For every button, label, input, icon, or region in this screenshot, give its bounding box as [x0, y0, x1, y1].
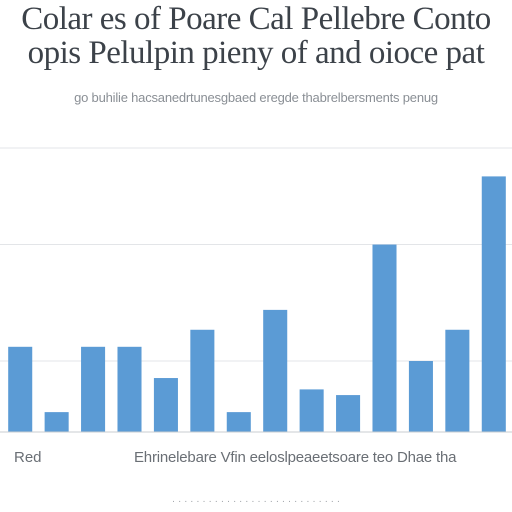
bar — [299, 389, 324, 432]
bar — [81, 346, 106, 432]
bar — [153, 378, 178, 432]
bar — [445, 329, 470, 432]
x-axis-label: Ehrinelebare Vfin eeloslpeaeetsoare teo … — [134, 449, 457, 466]
bar — [117, 346, 142, 432]
x-axis-label-left: Red — [14, 449, 42, 466]
chart-title-line-1: Colar es of Poare Cal Pellebre Conto — [21, 1, 491, 37]
bar — [408, 361, 433, 432]
bar — [481, 176, 506, 432]
gridlines — [0, 147, 512, 362]
bar — [226, 412, 251, 432]
chart-subtitle: go buhilie hacsanedrtunesgbaed eregde th… — [74, 90, 438, 105]
bar — [8, 346, 33, 432]
bar — [44, 412, 69, 432]
chart-title-line-2: opis Pelulpin pieny of and oioce pat — [27, 35, 485, 71]
chart-title: Colar es of Poare Cal Pellebre Conto opi… — [0, 2, 512, 70]
bar — [336, 395, 361, 432]
footnote: · · · · · · · · · · · · · · · · · · · · … — [171, 496, 341, 507]
bars — [8, 176, 506, 432]
bar — [372, 244, 397, 432]
bar — [263, 309, 288, 432]
bar — [190, 329, 215, 432]
